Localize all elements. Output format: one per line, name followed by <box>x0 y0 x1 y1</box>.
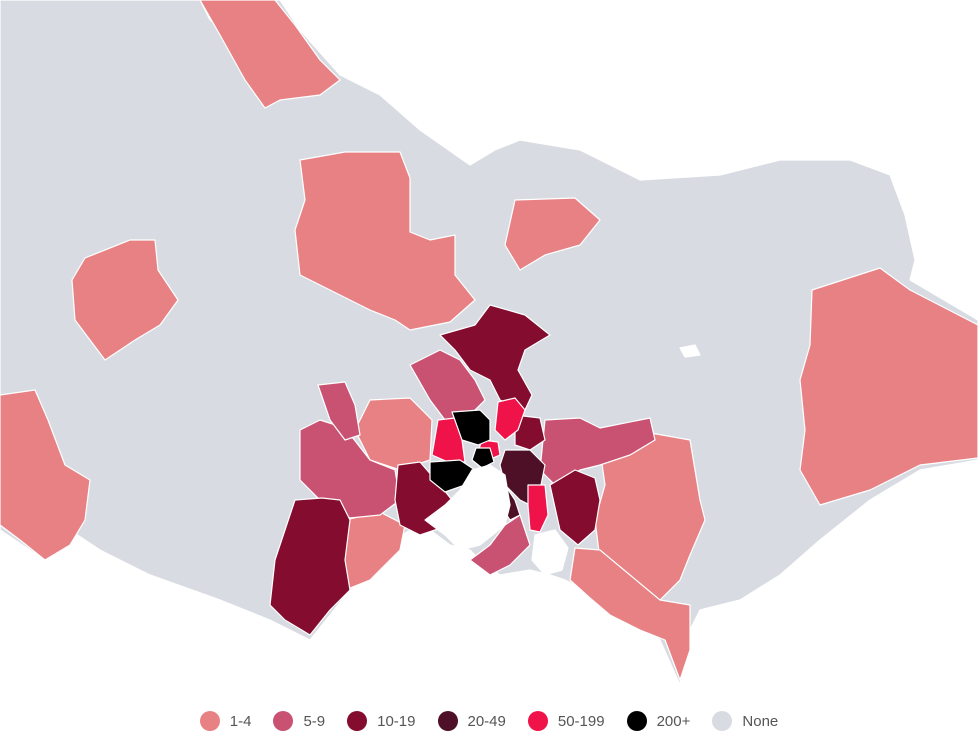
legend-swatch <box>712 711 733 731</box>
region-central-north <box>294 151 476 331</box>
legend-item[interactable]: 5-9 <box>273 711 325 731</box>
legend-swatch <box>199 711 220 731</box>
choropleth-map <box>0 0 978 686</box>
legend-item[interactable]: 10-19 <box>347 711 416 731</box>
legend-item[interactable]: 1-4 <box>199 711 252 731</box>
region-north-metro <box>439 304 551 411</box>
legend-label: 10-19 <box>377 712 416 730</box>
legend-item[interactable]: None <box>712 711 778 731</box>
region-east-gippsland <box>799 267 978 506</box>
region-south-gippsland <box>569 547 691 681</box>
region-outer-east <box>549 469 601 546</box>
region-northeast-mid <box>504 197 601 271</box>
legend-swatch <box>347 711 368 731</box>
legend-label: 20-49 <box>467 712 506 730</box>
region-inner-north-east <box>514 414 546 451</box>
legend-swatch <box>527 711 548 731</box>
region-lake <box>679 344 701 358</box>
region-whittlesea <box>494 397 526 441</box>
region-western-district <box>269 497 351 636</box>
region-port-phillip-bay <box>424 464 511 551</box>
region-dandenong <box>527 484 549 533</box>
legend-item[interactable]: 50-199 <box>527 711 605 731</box>
legend-swatch <box>273 711 294 731</box>
legend-label: 50-199 <box>557 712 605 730</box>
region-east-metro-fringe <box>539 417 656 486</box>
region-mornington <box>469 514 531 576</box>
legend-label: 200+ <box>656 712 691 730</box>
legend-label: 5-9 <box>303 712 326 730</box>
legend-label: None <box>742 712 779 730</box>
region-moreland <box>451 409 491 446</box>
legend-label: 1-4 <box>229 712 252 730</box>
region-north-west-strip <box>317 381 361 441</box>
legend-item[interactable]: 200+ <box>626 711 691 731</box>
legend-item[interactable]: 20-49 <box>437 711 506 731</box>
region-west-mid <box>71 239 179 361</box>
region-western-port <box>531 529 569 576</box>
region-far-north <box>199 0 341 109</box>
legend-swatch <box>437 711 458 731</box>
region-northwest-metro-fringe <box>409 349 486 421</box>
region-southwest <box>0 389 91 561</box>
map-legend: 1-4 5-9 10-19 20-49 50-199 200+ None <box>0 704 978 738</box>
legend-swatch <box>626 711 647 731</box>
